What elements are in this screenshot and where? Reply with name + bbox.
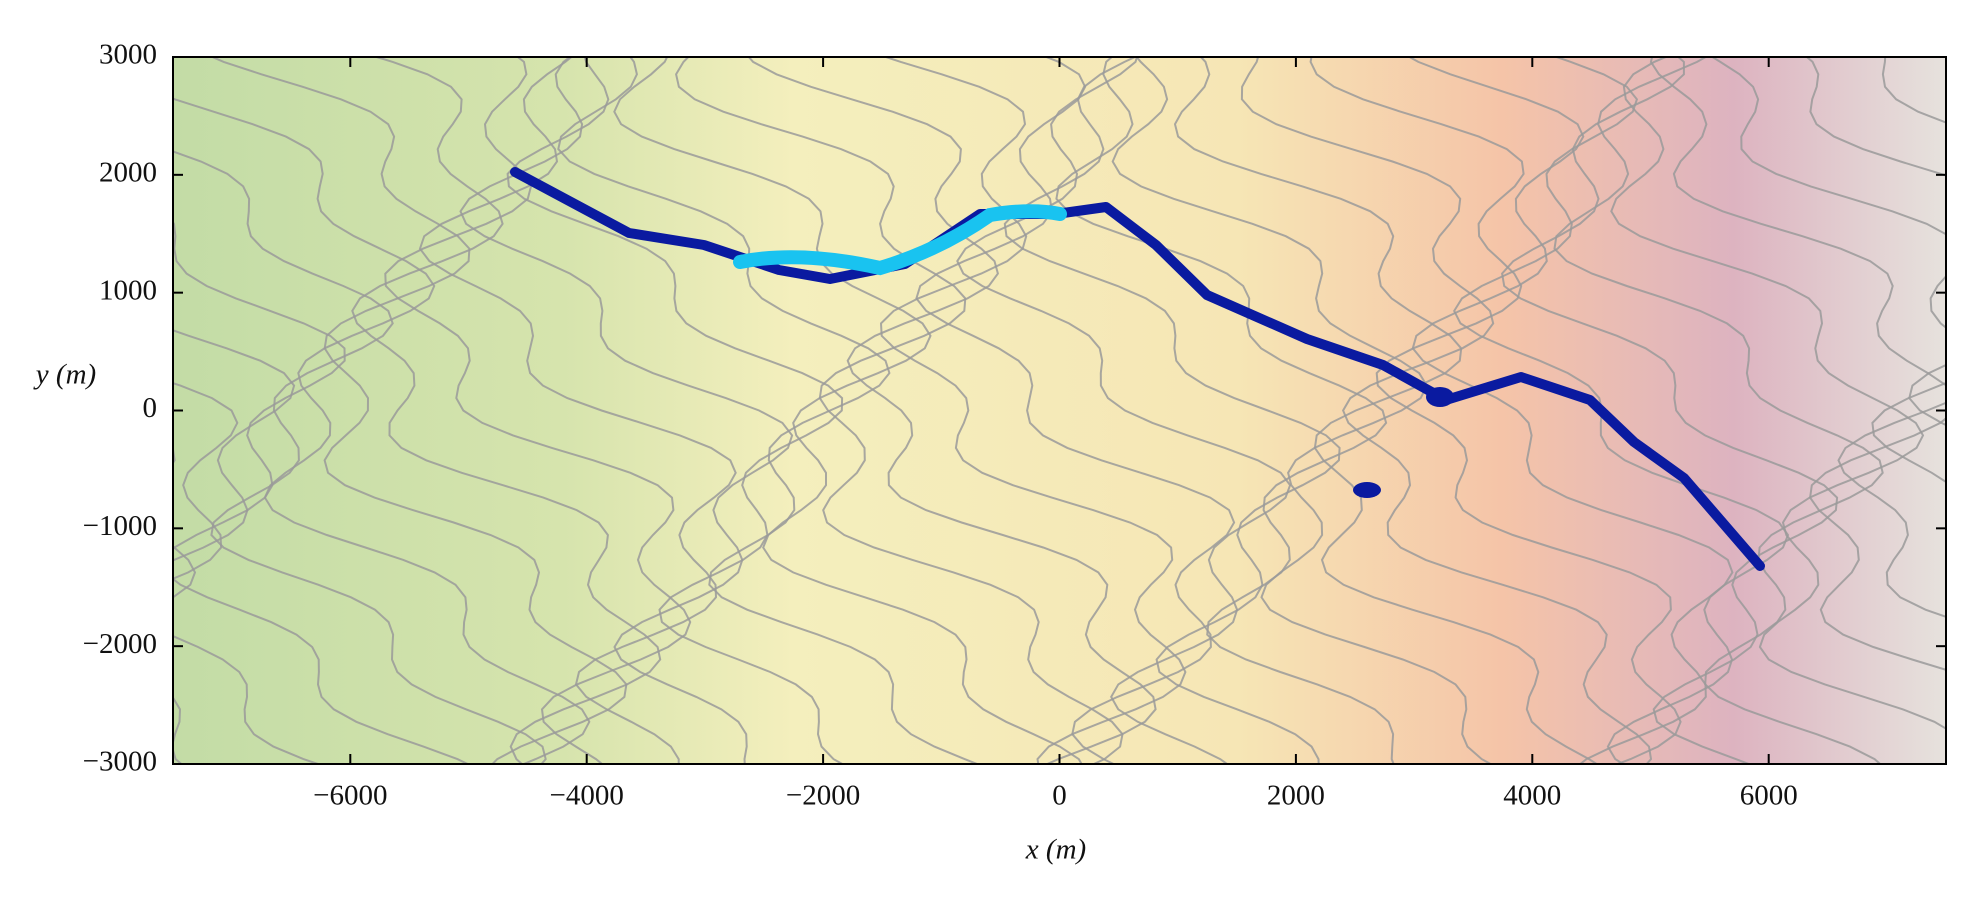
contour-line	[384, 57, 692, 764]
contour-line	[1111, 57, 1493, 764]
contour-line	[557, 57, 980, 764]
y-tick-label: 0	[143, 392, 158, 424]
contour-line	[613, 57, 1083, 764]
flow-path	[510, 167, 1765, 571]
contour-line	[1710, 57, 1946, 618]
y-tick-label: −1000	[83, 510, 157, 542]
contour-line	[418, 57, 737, 764]
flow-pool	[1353, 482, 1381, 498]
flow-depth	[733, 204, 1067, 276]
x-tick-label: −2000	[786, 780, 860, 812]
contour-line	[0, 37, 165, 784]
contour-line	[1173, 57, 1599, 764]
flow-pool	[1426, 387, 1454, 407]
y-tick-label: 3000	[99, 39, 157, 71]
x-tick-label: 2000	[1267, 780, 1325, 812]
y-axis-label: y (m)	[33, 359, 96, 391]
contour-line	[1649, 57, 1946, 671]
contour-line	[1881, 57, 1946, 427]
contour-line	[1501, 57, 1839, 764]
y-tick-label: −2000	[83, 628, 157, 660]
contour-line	[506, 57, 845, 764]
contour-line	[173, 150, 547, 764]
contour-line	[1553, 57, 1884, 764]
contour-line	[915, 57, 1236, 764]
contour-line	[1407, 57, 1734, 764]
x-axis-label: x (m)	[1025, 834, 1086, 866]
contour-line	[675, 57, 1124, 764]
y-tick-label: −3000	[83, 746, 157, 778]
x-tick-label: −4000	[550, 780, 624, 812]
contour-line	[1055, 57, 1395, 764]
contour-line	[1610, 57, 1946, 730]
x-tick-label: −6000	[313, 780, 387, 812]
y-tick-label: 1000	[99, 274, 157, 306]
contour-lines	[0, 37, 1971, 784]
x-tick-label: 6000	[1740, 780, 1798, 812]
contour-line	[1003, 57, 1341, 764]
contour-line	[173, 220, 470, 764]
contour-line	[956, 57, 1292, 764]
x-tick-label: 0	[1052, 780, 1067, 812]
contour-line	[879, 57, 1187, 764]
flow	[510, 167, 1765, 571]
contour-line	[1805, 57, 1946, 484]
y-tick-label: 2000	[99, 156, 157, 188]
contour-line	[459, 57, 794, 764]
contour-line	[1309, 57, 1682, 764]
contour-line	[351, 57, 662, 764]
contour-line	[1240, 57, 1653, 764]
contour-line	[1951, 37, 1971, 784]
contour-line	[173, 97, 591, 764]
contour-line	[173, 446, 197, 599]
contour-line	[173, 329, 322, 764]
contour-line	[747, 57, 1157, 764]
x-tick-label: 4000	[1503, 780, 1561, 812]
contour-line	[173, 382, 239, 764]
